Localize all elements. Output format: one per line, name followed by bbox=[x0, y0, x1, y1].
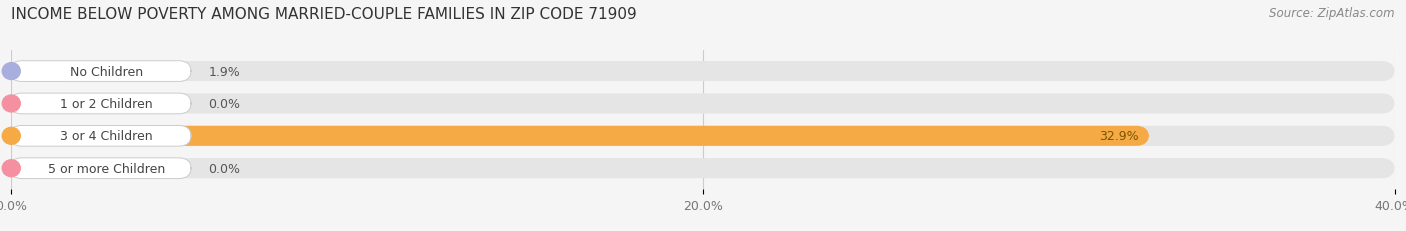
Text: 1.9%: 1.9% bbox=[208, 65, 240, 78]
FancyBboxPatch shape bbox=[11, 94, 1395, 114]
FancyBboxPatch shape bbox=[10, 94, 191, 114]
Text: 0.0%: 0.0% bbox=[208, 162, 240, 175]
Circle shape bbox=[3, 63, 20, 80]
FancyBboxPatch shape bbox=[10, 126, 191, 146]
Text: INCOME BELOW POVERTY AMONG MARRIED-COUPLE FAMILIES IN ZIP CODE 71909: INCOME BELOW POVERTY AMONG MARRIED-COUPL… bbox=[11, 7, 637, 22]
Text: No Children: No Children bbox=[70, 65, 143, 78]
Circle shape bbox=[3, 160, 20, 177]
Text: 3 or 4 Children: 3 or 4 Children bbox=[60, 130, 153, 143]
FancyBboxPatch shape bbox=[11, 62, 77, 82]
FancyBboxPatch shape bbox=[11, 126, 1149, 146]
FancyBboxPatch shape bbox=[11, 126, 1395, 146]
FancyBboxPatch shape bbox=[10, 158, 191, 179]
Circle shape bbox=[3, 96, 20, 112]
FancyBboxPatch shape bbox=[11, 62, 1395, 82]
Text: 32.9%: 32.9% bbox=[1099, 130, 1139, 143]
Text: 0.0%: 0.0% bbox=[208, 97, 240, 110]
Text: 1 or 2 Children: 1 or 2 Children bbox=[60, 97, 153, 110]
Text: 5 or more Children: 5 or more Children bbox=[48, 162, 165, 175]
FancyBboxPatch shape bbox=[10, 61, 191, 82]
Circle shape bbox=[3, 128, 20, 145]
Text: Source: ZipAtlas.com: Source: ZipAtlas.com bbox=[1270, 7, 1395, 20]
FancyBboxPatch shape bbox=[11, 158, 1395, 179]
